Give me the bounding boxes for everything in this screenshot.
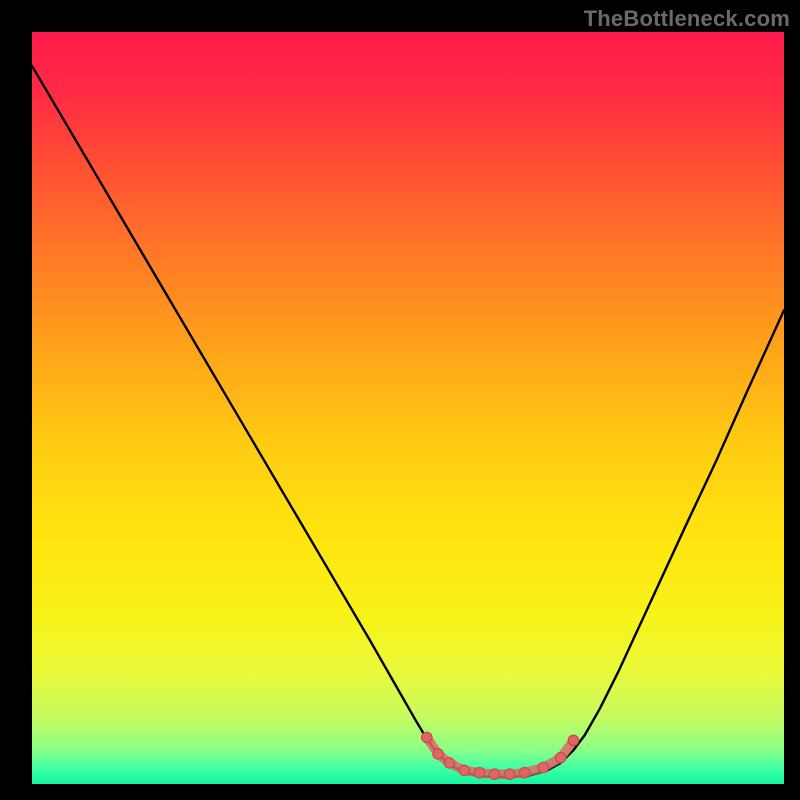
chart-svg <box>32 32 784 784</box>
data-marker <box>519 768 529 778</box>
data-marker <box>474 768 484 778</box>
data-marker <box>568 735 578 745</box>
data-marker <box>489 769 499 779</box>
data-marker <box>433 749 443 759</box>
data-marker <box>444 758 454 768</box>
data-marker <box>422 732 432 742</box>
watermark-text: TheBottleneck.com <box>584 6 790 32</box>
data-marker <box>555 752 565 762</box>
data-marker <box>504 769 514 779</box>
data-marker <box>459 765 469 775</box>
chart-container: TheBottleneck.com <box>0 0 800 800</box>
plot-area <box>32 32 784 784</box>
data-marker <box>538 762 548 772</box>
gradient-background <box>32 32 784 784</box>
